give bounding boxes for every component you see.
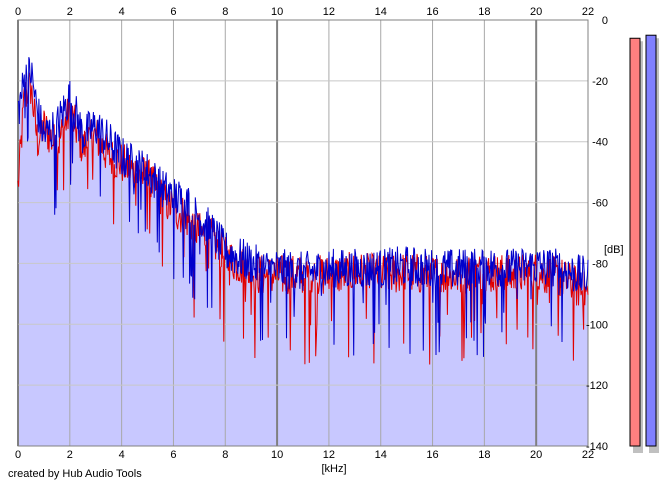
- x-tick-label-top: 4: [119, 6, 125, 18]
- x-tick-label-bottom: 18: [478, 449, 490, 461]
- y-tick-label: -100: [586, 319, 608, 331]
- y-tick-label: -20: [592, 76, 608, 88]
- x-tick-label-top: 18: [478, 6, 490, 18]
- x-tick-label-bottom: 8: [222, 449, 228, 461]
- x-tick-label-top: 12: [323, 6, 335, 18]
- x-tick-labels-bottom: 0 2 4 6 8 10 12 14 16 18 20 22: [15, 449, 594, 461]
- level-meters: [629, 34, 659, 453]
- x-tick-label-top: 16: [426, 6, 438, 18]
- x-tick-label-bottom: 0: [15, 449, 21, 461]
- y-tick-label: -60: [592, 198, 608, 210]
- x-tick-label-top: 6: [170, 6, 176, 18]
- level-meter-bar: [645, 34, 657, 447]
- plot-border: [17, 19, 589, 447]
- y-tick-label: -40: [592, 137, 608, 149]
- x-tick-label-top: 10: [271, 6, 283, 18]
- x-tick-label-bottom: 14: [375, 449, 387, 461]
- series-line-2: [17, 57, 589, 357]
- x-tick-label-bottom: 4: [119, 449, 125, 461]
- x-tick-label-bottom: 16: [426, 449, 438, 461]
- x-tick-label-top: 0: [15, 6, 21, 18]
- x-tick-label-bottom: 12: [323, 449, 335, 461]
- x-tick-label-bottom: 20: [530, 449, 542, 461]
- x-tick-label-bottom: 22: [582, 449, 594, 461]
- x-tick-label-bottom: 6: [170, 449, 176, 461]
- spectrum-area: [18, 57, 588, 446]
- y-tick-label: -80: [592, 258, 608, 270]
- spectrum-fill: [18, 57, 588, 446]
- x-tick-labels-top: 0 2 4 6 8 10 12 14 16 18 20 22: [15, 6, 594, 18]
- x-tick-label-top: 8: [222, 6, 228, 18]
- x-axis-label: [kHz]: [321, 463, 346, 475]
- y-tick-label: -120: [586, 380, 608, 392]
- y-tick-labels: 0 -20 -40 -60 -80 -100 -120 -140: [586, 15, 608, 453]
- y-tick-label: 0: [602, 15, 608, 27]
- credit-text: created by Hub Audio Tools: [8, 468, 142, 480]
- x-tick-label-top: 22: [582, 6, 594, 18]
- y-tick-label: -140: [586, 441, 608, 453]
- grid: [17, 19, 589, 447]
- x-tick-label-top: 14: [375, 6, 387, 18]
- x-tick-label-bottom: 2: [67, 449, 73, 461]
- series-lines: [17, 57, 589, 365]
- x-tick-label-top: 20: [530, 6, 542, 18]
- x-tick-label-top: 2: [67, 6, 73, 18]
- y-axis-label: [dB]: [604, 244, 624, 256]
- level-meter-bar: [629, 37, 641, 447]
- x-tick-label-bottom: 10: [271, 449, 283, 461]
